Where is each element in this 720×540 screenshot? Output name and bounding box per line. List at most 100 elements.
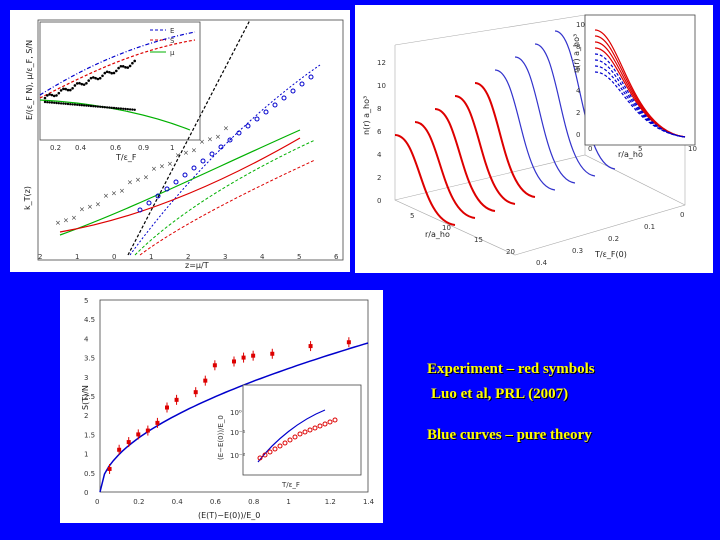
- inset-marker: [43, 100, 47, 104]
- x-tick-label: 1.2: [325, 498, 336, 506]
- inset-marker: [66, 88, 70, 92]
- y-tick-label: 2.5: [84, 393, 95, 401]
- inset-marker: [96, 77, 100, 81]
- data-marker: [137, 207, 143, 213]
- inset-xlabel: T/ε_F: [115, 153, 137, 162]
- z-axis-label: n(r) a_ho³: [362, 96, 371, 135]
- inset-marker: [76, 103, 79, 107]
- inset-marker: [87, 79, 90, 82]
- legend-e: E: [170, 27, 174, 35]
- data-marker: ×: [159, 163, 165, 171]
- inset-marker: [112, 71, 116, 75]
- inset-frame: [242, 384, 362, 476]
- inset-marker: [43, 96, 47, 100]
- t-tick-label: 0.1: [644, 223, 655, 231]
- data-marker: [155, 193, 161, 199]
- x-tick-label: 4: [260, 253, 265, 261]
- inset-ytick: 10⁻²: [230, 452, 246, 460]
- inset-marker: [105, 70, 109, 74]
- data-marker: [146, 200, 152, 206]
- data-marker: [218, 144, 224, 150]
- inset-xtick: 0.9: [138, 144, 149, 152]
- inset-marker: [108, 70, 111, 74]
- theory-curve: [99, 342, 369, 493]
- inset-marker: [115, 107, 118, 110]
- inset-marker: [59, 89, 63, 92]
- density-curve: [394, 134, 456, 226]
- inset-marker: [110, 106, 113, 110]
- data-marker: ×: [183, 149, 189, 157]
- t-tick-label: 0.3: [572, 247, 583, 255]
- inset-xtick: 0.4: [75, 144, 87, 152]
- inset-marker: [94, 76, 97, 80]
- inset-marker: [69, 103, 72, 106]
- data-marker: ×: [95, 201, 101, 209]
- data-point: [203, 378, 208, 383]
- data-marker: ×: [191, 147, 197, 155]
- t-tick-label: 0.4: [536, 259, 548, 267]
- inset-marker: [101, 74, 104, 78]
- inset-density-curve: [594, 59, 686, 138]
- inset-marker: [62, 102, 65, 105]
- data-point: [193, 390, 198, 395]
- inset-ytick: 10⁻¹: [230, 429, 246, 437]
- data-marker: [164, 186, 170, 192]
- inset-marker: [85, 82, 88, 85]
- inset-ytick: 10: [576, 21, 585, 29]
- data-point: [270, 351, 275, 356]
- inset-marker: [57, 102, 60, 105]
- experiment-points: [107, 337, 351, 474]
- y-tick-label: 3: [84, 374, 88, 382]
- data-point: [308, 344, 313, 349]
- y-tick-label: 0.5: [84, 470, 95, 478]
- inset-marker: [69, 88, 72, 92]
- inset-data-point: [302, 429, 308, 435]
- inset-marker: [89, 76, 93, 80]
- inset-marker: [103, 71, 107, 75]
- caption-reference: Luo et al, PRL (2007): [431, 386, 569, 402]
- r-tick-label: 10: [442, 224, 451, 232]
- data-point: [165, 405, 169, 410]
- data-marker: [200, 158, 206, 164]
- inset-xtick: 0.2: [50, 144, 61, 152]
- inset-marker: [124, 107, 127, 111]
- data-point: [155, 420, 160, 425]
- inset-marker: [110, 71, 113, 75]
- data-point: [145, 428, 150, 433]
- data-point: [232, 359, 236, 364]
- data-marker: ×: [87, 203, 93, 211]
- inset-data-point: [317, 423, 323, 429]
- data-marker: [173, 179, 179, 185]
- density-curve: [534, 43, 596, 177]
- z-tick-label: 2: [377, 174, 381, 182]
- inset-marker: [64, 102, 67, 106]
- main-xlabel: z=μ/T: [185, 261, 209, 270]
- inset-marker: [53, 101, 56, 105]
- data-marker: ×: [207, 136, 213, 144]
- inset-density-curve: [594, 47, 686, 138]
- inset-marker: [82, 104, 86, 107]
- data-marker: ×: [55, 219, 61, 227]
- inset-marker: [131, 108, 134, 111]
- x-axis-label: (E(T)−E(0))/E_0: [198, 511, 260, 520]
- inset-marker: [131, 61, 134, 65]
- legend-s: S: [170, 37, 175, 45]
- inset-marker: [80, 104, 84, 107]
- caption-theory: Blue curves – pure theory: [427, 427, 592, 443]
- inset-xlabel: r/a_ho: [618, 150, 643, 159]
- inset-marker: [112, 106, 116, 110]
- inset-marker: [105, 106, 109, 109]
- inset-marker: [133, 108, 136, 112]
- inset-data-point: [322, 421, 328, 427]
- inset-marker: [117, 107, 120, 110]
- data-marker: [236, 130, 242, 136]
- inset-marker: [50, 101, 54, 104]
- inset-marker: [62, 87, 65, 91]
- data-point: [174, 397, 179, 402]
- inset-data-point: [277, 443, 283, 449]
- data-marker: [290, 88, 296, 94]
- inset-ytick: 4: [576, 87, 581, 95]
- data-marker: [272, 102, 278, 108]
- data-marker: ×: [151, 165, 157, 173]
- x-tick-label: 5: [297, 253, 301, 261]
